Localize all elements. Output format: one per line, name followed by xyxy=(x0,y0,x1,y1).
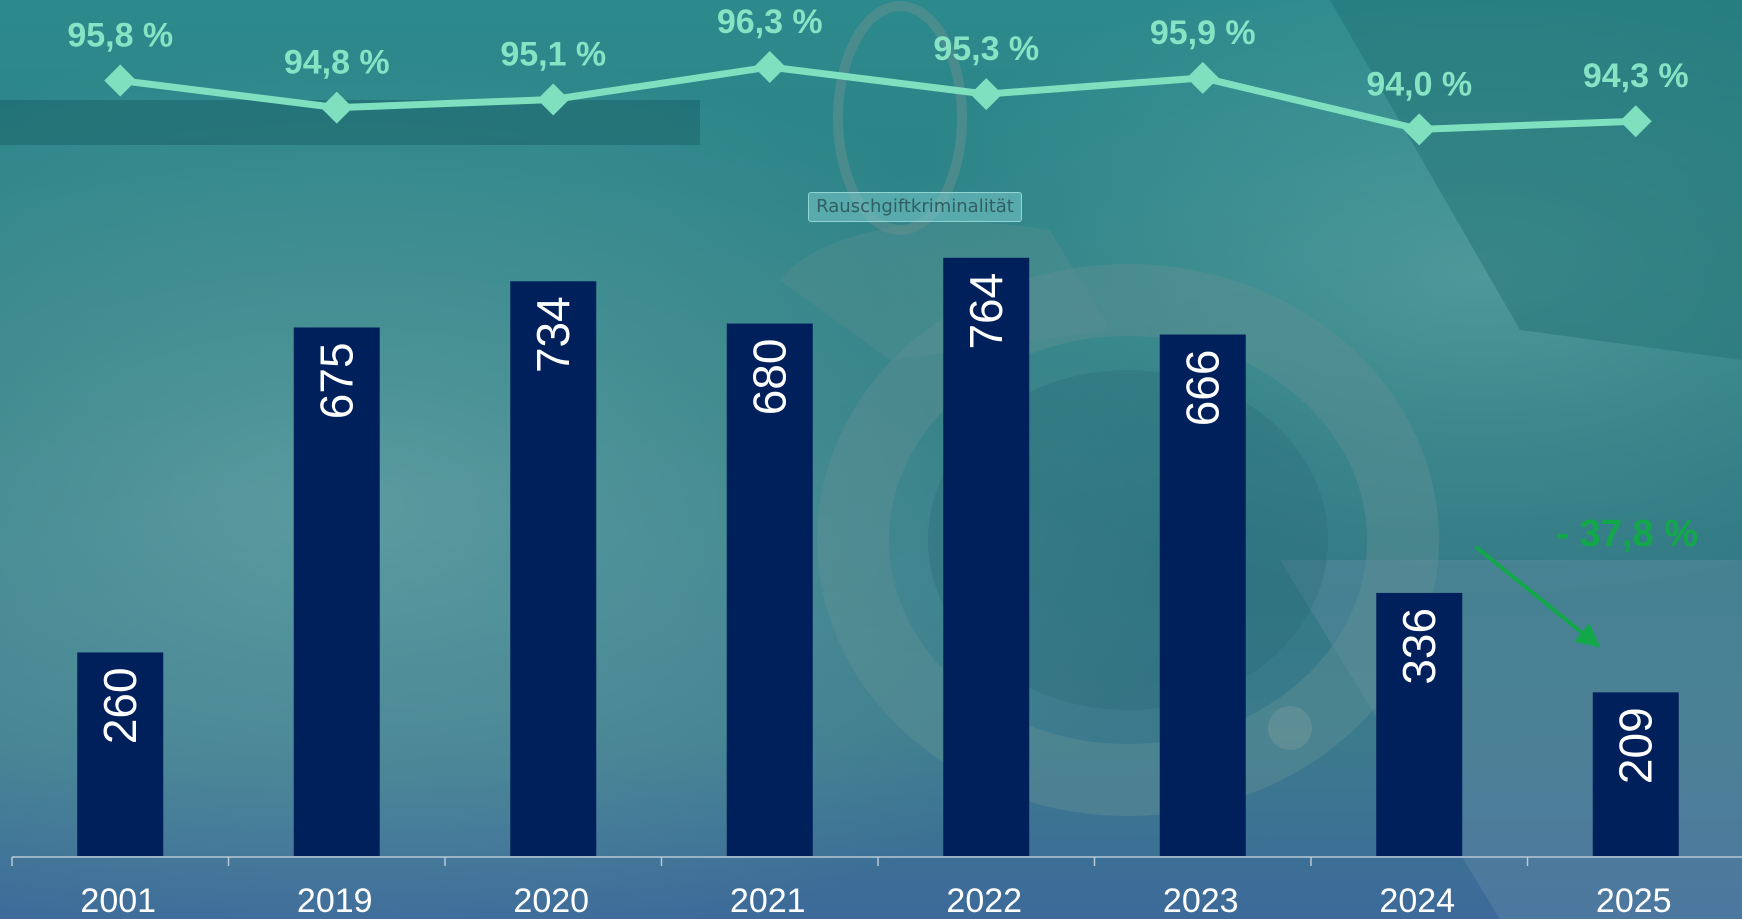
bar-2022 xyxy=(943,257,1030,857)
decline-arrow xyxy=(1474,545,1601,648)
line-value-label: 94,3 % xyxy=(1583,57,1689,95)
bar-value-label: 209 xyxy=(1610,707,1662,784)
bar-2023 xyxy=(1159,334,1246,857)
line-path xyxy=(119,63,1636,133)
x-axis-ticks xyxy=(11,857,1529,866)
x-axis-labels: 2001 2019 2020 2021 2022 2023 2024 2025 xyxy=(80,882,1671,919)
line-value-label: 94,8 % xyxy=(284,44,390,82)
line-point-2020 xyxy=(537,83,570,116)
bar-value-label: 734 xyxy=(527,296,579,373)
bar-2021 xyxy=(726,323,813,856)
bar-2024 xyxy=(1376,592,1463,856)
line-value-label: 95,8 % xyxy=(67,17,173,55)
x-tick-label: 2022 xyxy=(946,882,1022,919)
line-value-label: 94,0 % xyxy=(1366,65,1472,103)
line-point-2022 xyxy=(970,78,1003,111)
line-point-2019 xyxy=(320,91,353,124)
bar-value-label: 336 xyxy=(1393,608,1445,685)
x-tick-label: 2024 xyxy=(1379,882,1455,919)
x-tick-label: 2023 xyxy=(1163,882,1239,919)
bar-value-label: 680 xyxy=(744,339,796,416)
line-point-2023 xyxy=(1186,61,1219,94)
line-point-2024 xyxy=(1403,113,1436,146)
bar-2001 xyxy=(77,652,164,856)
x-tick-label: 2001 xyxy=(80,882,156,919)
x-tick-label: 2020 xyxy=(513,882,589,919)
bar-value-label: 675 xyxy=(311,342,363,419)
line-point-2021 xyxy=(753,51,786,83)
x-tick-label: 2019 xyxy=(297,882,373,919)
line-series: 95,8 % 94,8 % 95,1 % 96,3 % 95,3 % 95,9 % 94,0… xyxy=(67,3,1689,146)
line-value-label: 95,1 % xyxy=(500,36,606,74)
line-point-2001 xyxy=(104,64,137,97)
bar-2025 xyxy=(1592,692,1679,856)
bar-2019 xyxy=(293,327,380,857)
line-value-label: 95,9 % xyxy=(1150,14,1256,52)
x-tick-label: 2025 xyxy=(1596,882,1672,919)
bar-value-label: 260 xyxy=(94,667,146,744)
line-point-2025 xyxy=(1619,105,1652,138)
bar-value-label: 666 xyxy=(1177,350,1229,427)
tooltip: Rauschgiftkriminalität xyxy=(808,192,1022,222)
bar-2020 xyxy=(510,281,597,856)
line-value-label: 96,3 % xyxy=(717,3,823,41)
bar-value-label: 764 xyxy=(960,273,1012,350)
change-annotation: - 37,8 % xyxy=(1474,513,1698,648)
line-value-label: 95,3 % xyxy=(933,30,1039,68)
change-percent-label: - 37,8 % xyxy=(1556,513,1698,555)
x-tick-label: 2021 xyxy=(730,882,806,919)
bar-series: 260 675 734 680 764 666 336 209 xyxy=(77,257,1679,857)
